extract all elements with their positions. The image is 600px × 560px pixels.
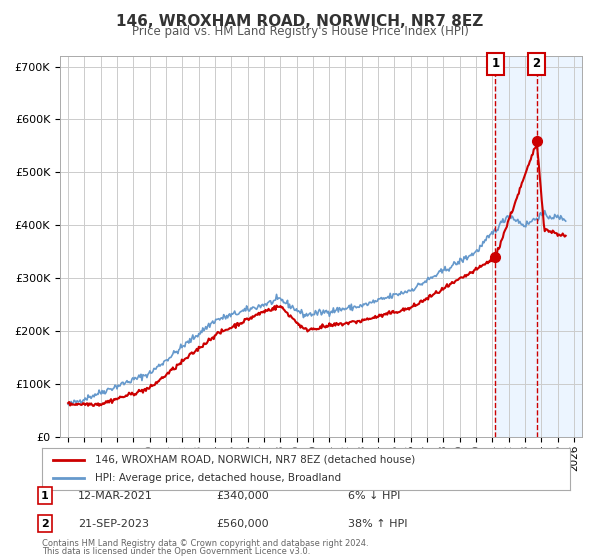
Text: 2: 2 [41, 519, 49, 529]
Bar [496, 56, 582, 437]
Text: 38% ↑ HPI: 38% ↑ HPI [348, 519, 407, 529]
Text: 21-SEP-2023: 21-SEP-2023 [78, 519, 149, 529]
Text: 146, WROXHAM ROAD, NORWICH, NR7 8EZ: 146, WROXHAM ROAD, NORWICH, NR7 8EZ [116, 14, 484, 29]
Text: 146, WROXHAM ROAD, NORWICH, NR7 8EZ (detached house): 146, WROXHAM ROAD, NORWICH, NR7 8EZ (det… [95, 455, 415, 465]
Text: 6% ↓ HPI: 6% ↓ HPI [348, 491, 400, 501]
Text: 1: 1 [491, 58, 499, 71]
Text: £340,000: £340,000 [216, 491, 269, 501]
Text: 2: 2 [533, 58, 541, 71]
Text: 1: 1 [41, 491, 49, 501]
Text: 12-MAR-2021: 12-MAR-2021 [78, 491, 153, 501]
Text: This data is licensed under the Open Government Licence v3.0.: This data is licensed under the Open Gov… [42, 547, 310, 556]
Text: HPI: Average price, detached house, Broadland: HPI: Average price, detached house, Broa… [95, 473, 341, 483]
Text: Price paid vs. HM Land Registry's House Price Index (HPI): Price paid vs. HM Land Registry's House … [131, 25, 469, 38]
Text: Contains HM Land Registry data © Crown copyright and database right 2024.: Contains HM Land Registry data © Crown c… [42, 539, 368, 548]
Text: £560,000: £560,000 [216, 519, 269, 529]
